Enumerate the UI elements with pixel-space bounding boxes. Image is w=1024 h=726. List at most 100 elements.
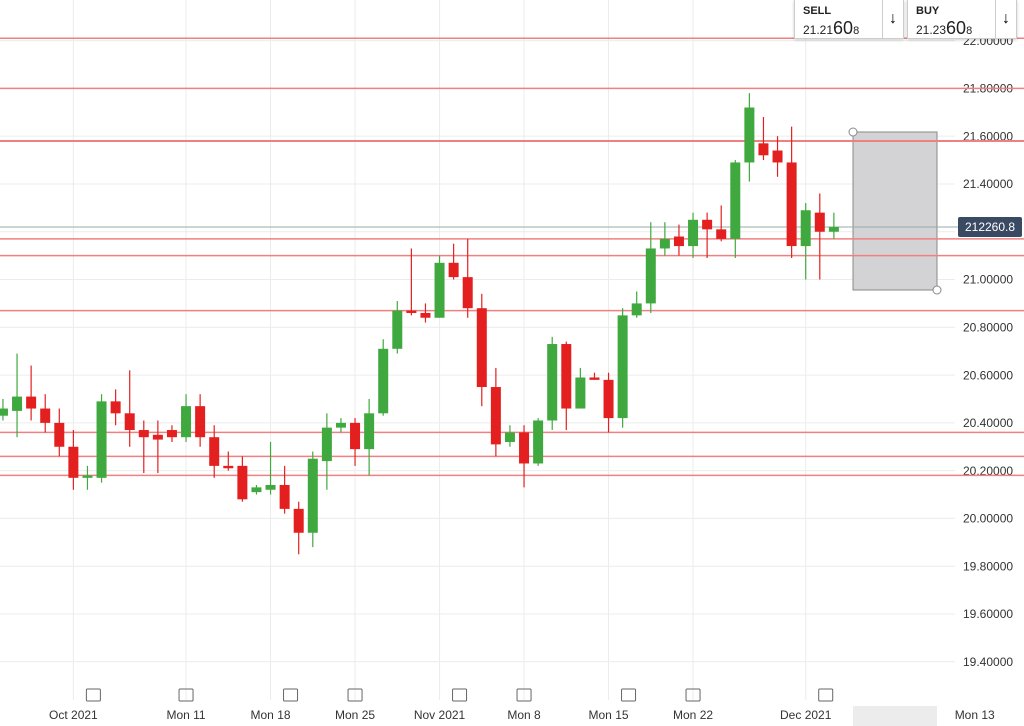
arrow: ↓ (995, 0, 1016, 38)
range-annotation (852, 131, 938, 291)
price-pips: 60 (946, 18, 967, 38)
price-big: 21.23 (916, 23, 947, 37)
candle-body (335, 422, 346, 428)
candle-body (279, 484, 290, 509)
candle-body (350, 422, 361, 450)
y-tick-label: 21.40000 (963, 177, 1013, 191)
x-tick-label: Mon 15 (589, 708, 629, 722)
candle-body (420, 312, 431, 318)
candle-body (561, 344, 572, 409)
calendar-icon (347, 688, 363, 702)
sell-box[interactable]: SELL 21.21608 ↓ (794, 0, 904, 39)
candle-body (758, 143, 769, 156)
candle-body (490, 387, 501, 445)
candle-body (307, 458, 318, 533)
calendar-icon (283, 688, 299, 702)
y-tick-label: 20.80000 (963, 320, 1013, 334)
x-tick-label: Mon 13 (955, 708, 995, 722)
sell-label: SELL (803, 5, 832, 17)
calendar-icon (85, 688, 101, 702)
candle-body (547, 344, 558, 421)
candle-body (533, 420, 544, 464)
candle-body (716, 229, 727, 239)
candle-body (138, 430, 149, 438)
axis-highlight (853, 706, 937, 726)
candle-body (800, 210, 811, 247)
candle-body (0, 408, 8, 416)
candle-body (321, 427, 332, 462)
price-big: 21.21 (803, 23, 834, 37)
candle-body (110, 401, 121, 414)
candle-body (392, 310, 403, 349)
candle-body (645, 248, 656, 304)
calendar-icon (452, 688, 468, 702)
x-tick-label: Mon 8 (507, 708, 541, 722)
y-tick-label: 19.40000 (963, 655, 1013, 669)
buy-label: BUY (916, 5, 940, 17)
candle-body (223, 465, 234, 469)
candle-body (26, 396, 37, 409)
candle-body (519, 432, 530, 464)
candle-body (772, 150, 783, 163)
candle-body (364, 413, 375, 450)
arrow: ↓ (882, 0, 903, 38)
candle-body (603, 379, 614, 419)
candle-body (406, 310, 417, 313)
price-pips: 60 (833, 18, 854, 38)
candle-body (504, 432, 515, 442)
candle-body (476, 308, 487, 388)
candle-body (82, 475, 93, 478)
sell-price: 21.21608 (803, 18, 859, 39)
calendar-icon (818, 688, 834, 702)
candle-body (786, 162, 797, 247)
candle-body (702, 219, 713, 230)
candle-body (124, 413, 135, 431)
handle[interactable] (848, 127, 858, 137)
candle-body (814, 212, 825, 232)
candle-body (575, 377, 586, 409)
candle-body (166, 430, 177, 438)
y-tick-label: 21.00000 (963, 273, 1013, 287)
candle-body (12, 396, 23, 411)
candle-body (434, 262, 445, 318)
calendar-icon (621, 688, 637, 702)
x-tick-label: Mon 25 (335, 708, 375, 722)
y-tick-label: 19.60000 (963, 607, 1013, 621)
calendar-icon (685, 688, 701, 702)
y-tick-label: 20.00000 (963, 512, 1013, 526)
candle-body (152, 434, 163, 440)
candle-body (96, 401, 107, 478)
x-tick-label: Oct 2021 (49, 708, 98, 722)
x-tick-label: Nov 2021 (414, 708, 466, 722)
candle-body (265, 484, 276, 490)
buy-box[interactable]: BUY 21.23608 ↓ (907, 0, 1017, 39)
candle-body (251, 487, 262, 493)
candle-body (688, 219, 699, 247)
price-tail: 8 (853, 25, 860, 37)
y-tick-label: 20.20000 (963, 464, 1013, 478)
candle-body (631, 303, 642, 316)
price-tag: 212260.8 (965, 220, 1015, 234)
candle-body (828, 226, 839, 232)
candle-body (40, 408, 51, 423)
x-tick-label: Mon 11 (166, 708, 205, 722)
candle-body (181, 406, 192, 438)
candle-body (378, 348, 389, 414)
candle-body (448, 262, 459, 278)
candle-body (744, 107, 755, 163)
x-tick-label: Mon 18 (251, 708, 291, 722)
candle-body (659, 238, 670, 249)
calendar-icon (516, 688, 532, 702)
buy-price: 21.23608 (916, 18, 972, 39)
candle-body (68, 446, 79, 478)
candle-body (589, 377, 600, 380)
handle[interactable] (932, 285, 942, 295)
price-tail: 8 (966, 25, 973, 37)
x-tick-label: Mon 22 (673, 708, 713, 722)
candle-body (673, 236, 684, 247)
y-tick-label: 19.80000 (963, 559, 1013, 573)
y-tick-label: 20.40000 (963, 416, 1013, 430)
candle-body (730, 162, 741, 239)
